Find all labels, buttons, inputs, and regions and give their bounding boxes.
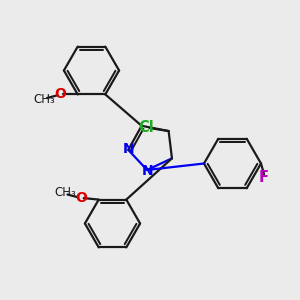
Text: Cl: Cl: [138, 120, 154, 135]
Text: F: F: [259, 169, 269, 184]
Text: CH₃: CH₃: [34, 93, 56, 106]
Text: O: O: [75, 191, 87, 205]
Text: N: N: [142, 164, 153, 178]
Text: N: N: [122, 142, 134, 156]
Text: O: O: [54, 87, 66, 101]
Text: CH₃: CH₃: [54, 186, 76, 199]
